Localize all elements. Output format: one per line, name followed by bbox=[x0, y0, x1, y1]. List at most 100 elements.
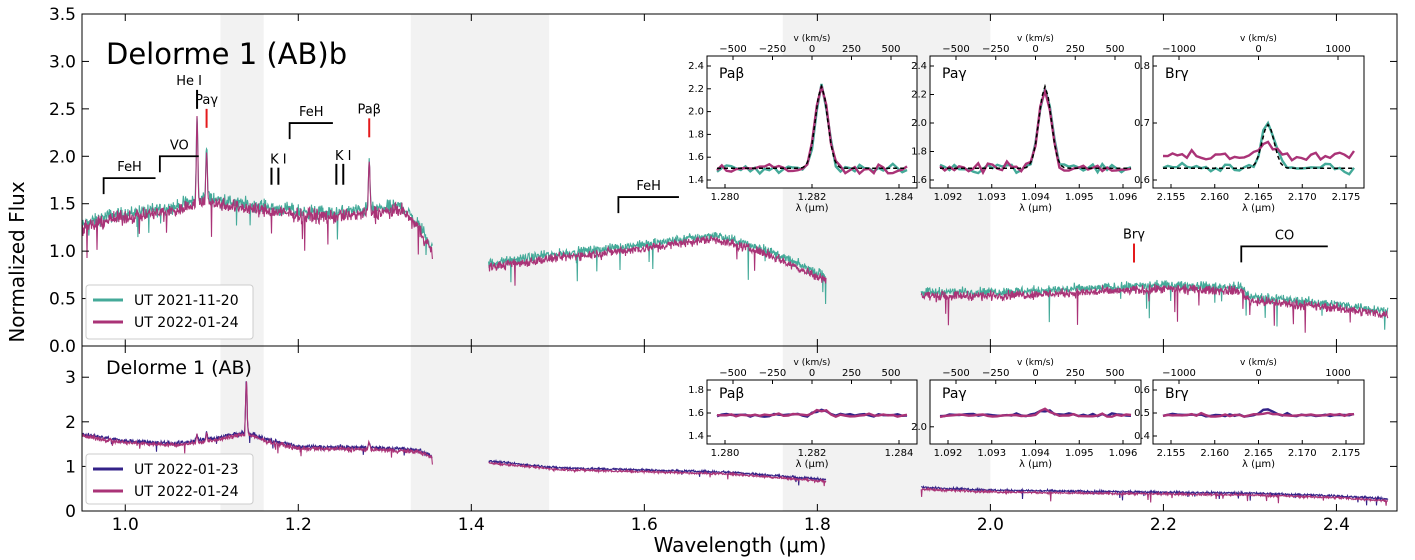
inset-y-tick-label: 2.4 bbox=[688, 61, 704, 72]
inset-x-tick-label: 1.092 bbox=[934, 192, 963, 203]
inset-v-tick-label: 500 bbox=[881, 368, 900, 379]
inset-y-tick-label: 0.8 bbox=[1134, 61, 1150, 72]
y-tick-label: 3 bbox=[65, 368, 76, 388]
inset-v-tick-label: 250 bbox=[842, 368, 861, 379]
inset-y-tick-label: 1.8 bbox=[688, 129, 704, 140]
telluric-shade bbox=[410, 14, 550, 346]
inset-label: Brγ bbox=[1165, 66, 1189, 82]
feature-label: K I bbox=[335, 149, 352, 164]
panel-frame bbox=[81, 345, 1398, 512]
inset-x-tick-label: 2.170 bbox=[1288, 192, 1317, 203]
feature-label: FeH bbox=[299, 105, 324, 120]
inset-x-label: λ (μm) bbox=[795, 459, 828, 470]
inset-x-tick-label: 2.155 bbox=[1157, 448, 1186, 459]
inset-v-tick-label: 0 bbox=[1255, 44, 1261, 55]
x-axis-label: Wavelength (μm) bbox=[654, 533, 827, 557]
inset-x-tick-label: 2.175 bbox=[1332, 192, 1361, 203]
inset-v-tick-label: −500 bbox=[942, 44, 969, 55]
inset-0: Paβ 1.280 1.282 1.284 λ (μm) −500 −250 0 250 500 v… bbox=[688, 358, 918, 470]
feature-bracket bbox=[1240, 245, 1328, 263]
inset-0: Paβ 1.280 1.282 1.284 λ (μm) −500 −250 0 250 500 v… bbox=[688, 34, 918, 214]
inset-x-tick-label: 1.284 bbox=[885, 192, 914, 203]
inset-v-label: v (km/s) bbox=[794, 358, 831, 368]
inset-v-tick-label: 500 bbox=[1105, 44, 1124, 55]
legend-entry: UT 2022-01-23 bbox=[134, 462, 239, 478]
inset-v-tick-label: 500 bbox=[881, 44, 900, 55]
inset-v-label: v (km/s) bbox=[794, 34, 831, 44]
spectrum-line bbox=[488, 235, 827, 286]
x-tick-label: 1.4 bbox=[458, 515, 485, 535]
inset-x-tick-label: 2.165 bbox=[1244, 448, 1273, 459]
inset-v-tick-label: −250 bbox=[982, 44, 1009, 55]
inset-v-tick-label: −500 bbox=[942, 368, 969, 379]
feature-label: Paβ bbox=[357, 102, 381, 117]
inset-v-tick-label: −250 bbox=[982, 368, 1009, 379]
inset-y-tick-label: 1.6 bbox=[688, 408, 704, 419]
feature-label: Brγ bbox=[1123, 228, 1145, 243]
spectrum-line bbox=[920, 283, 1389, 333]
inset-v-tick-label: 0 bbox=[1255, 368, 1261, 379]
y-tick-label: 3.0 bbox=[49, 52, 76, 72]
inset-label: Paβ bbox=[719, 66, 744, 82]
y-tick-label: 0.5 bbox=[49, 290, 76, 310]
inset-v-label: v (km/s) bbox=[1240, 358, 1277, 368]
inset-x-tick-label: 1.095 bbox=[1065, 448, 1094, 459]
feature-label: K I bbox=[270, 153, 287, 168]
legend-entry: UT 2021-11-20 bbox=[134, 293, 239, 309]
inset-x-label: λ (μm) bbox=[1242, 459, 1275, 470]
x-tick-label: 1.0 bbox=[112, 515, 139, 535]
feature-label: CO bbox=[1275, 228, 1294, 243]
inset-fit-line bbox=[717, 83, 907, 169]
inset-v-label: v (km/s) bbox=[1017, 34, 1054, 44]
spectrum-line bbox=[81, 116, 433, 256]
inset-x-tick-label: 1.096 bbox=[1109, 448, 1138, 459]
inset-v-label: v (km/s) bbox=[1017, 358, 1054, 368]
x-tick-label: 2.2 bbox=[1150, 515, 1177, 535]
inset-x-tick-label: 1.282 bbox=[798, 448, 827, 459]
legend-box bbox=[85, 284, 254, 340]
feature-bracket bbox=[158, 155, 199, 173]
inset-profile bbox=[1162, 411, 1355, 418]
x-tick-label: 1.2 bbox=[285, 515, 312, 535]
inset-y-tick-label: 0.6 bbox=[1134, 385, 1150, 396]
panel-title: Delorme 1 (AB) bbox=[106, 357, 252, 379]
inset-profile bbox=[716, 408, 908, 419]
inset-frame bbox=[929, 379, 1142, 445]
inset-x-tick-label: 2.155 bbox=[1157, 192, 1186, 203]
inset-x-tick-label: 1.092 bbox=[934, 448, 963, 459]
inset-x-tick-label: 1.282 bbox=[798, 192, 827, 203]
inset-y-tick-label: 2.2 bbox=[688, 84, 704, 95]
inset-y-tick-label: 2.4 bbox=[911, 61, 927, 72]
feature-label: He I bbox=[176, 74, 202, 89]
feature-bracket bbox=[617, 196, 679, 214]
spectrum-line bbox=[488, 461, 827, 487]
y-tick-label: 3.5 bbox=[49, 5, 76, 25]
inset-v-tick-label: −500 bbox=[719, 44, 746, 55]
inset-y-tick-label: 1.6 bbox=[911, 175, 927, 186]
inset-v-tick-label: 250 bbox=[1066, 44, 1085, 55]
legend-entry: UT 2022-01-24 bbox=[134, 484, 239, 500]
inset-v-tick-label: −1000 bbox=[1162, 368, 1196, 379]
inset-x-tick-label: 1.280 bbox=[711, 192, 740, 203]
inset-y-tick-label: 1.6 bbox=[688, 152, 704, 163]
inset-v-tick-label: 1000 bbox=[1325, 44, 1350, 55]
inset-y-tick-label: 0.6 bbox=[1134, 175, 1150, 186]
inset-fit-line bbox=[940, 83, 1131, 169]
inset-label: Paγ bbox=[942, 386, 967, 402]
spectrum-line bbox=[920, 486, 1389, 506]
inset-y-tick-label: 0.4 bbox=[1134, 431, 1150, 442]
inset-x-label: λ (μm) bbox=[795, 203, 828, 214]
inset-y-tick-label: 2.2 bbox=[911, 90, 927, 101]
y-tick-label: 2.0 bbox=[49, 147, 76, 167]
inset-x-tick-label: 1.095 bbox=[1065, 192, 1094, 203]
inset-v-tick-label: 1000 bbox=[1325, 368, 1350, 379]
inset-y-tick-label: 2.0 bbox=[911, 422, 927, 433]
inset-v-tick-label: 250 bbox=[1066, 368, 1085, 379]
inset-y-tick-label: 1.4 bbox=[688, 431, 704, 442]
x-tick-label: 1.8 bbox=[804, 515, 831, 535]
shared-x-axis: 1.0 1.2 1.4 1.6 1.8 2.0 2.2 2.4 bbox=[112, 515, 1350, 535]
y-tick-label: 2 bbox=[65, 413, 76, 433]
inset-y-tick-label: 1.4 bbox=[688, 175, 704, 186]
inset-label: Paβ bbox=[719, 386, 744, 402]
